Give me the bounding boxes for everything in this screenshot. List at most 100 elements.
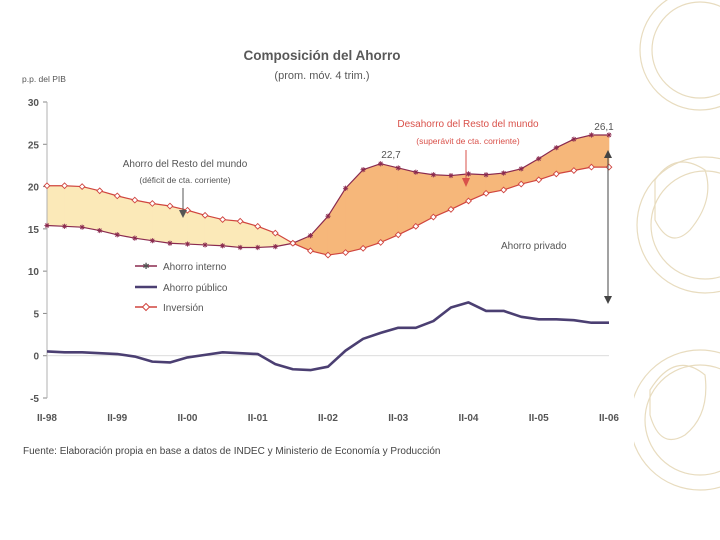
x-tick-label: II-02: [318, 413, 338, 424]
inversion-point: [166, 202, 174, 210]
ahorro-interno-point: [395, 165, 401, 171]
ahorro-interno-point: [501, 170, 507, 176]
ahorro-interno-point: [44, 222, 50, 229]
desahorro-fill: [380, 163, 399, 243]
x-tick-label: II-00: [177, 413, 197, 424]
ahorro-interno-point: [149, 238, 155, 244]
legend: ✱ Ahorro interno Ahorro público Inversió…: [135, 261, 228, 314]
resto-mundo-fill: [116, 195, 136, 239]
y-tick-label: 25: [28, 140, 40, 151]
legend-item-ahorro-publico: Ahorro público: [135, 283, 228, 294]
inversion-point: [377, 238, 385, 246]
ahorro-interno-point: [465, 171, 472, 177]
chart-title: Composición del Ahorro: [243, 48, 400, 63]
annotation-arrows: [179, 150, 612, 304]
ahorro-interno-point: [79, 224, 85, 230]
inversion-point: [605, 163, 613, 171]
x-tick-label: II-99: [107, 413, 127, 424]
y-tick-label: 20: [28, 183, 40, 194]
inversion-point: [43, 182, 51, 190]
ahorro-interno-point: [360, 167, 366, 173]
coin-watermark-icon: [629, 0, 720, 491]
ahorro-interno-point: [97, 227, 103, 234]
legend-marker-diamond: [141, 302, 151, 312]
ahorro-interno-point: [307, 233, 314, 239]
resto-mundo-fill: [64, 185, 83, 228]
y-axis-label: p.p. del PIB: [22, 74, 66, 84]
resto-mundo-arrowhead: [179, 210, 187, 218]
ahorro-interno-point: [61, 223, 68, 229]
y-tick-label: -5: [30, 394, 39, 405]
inversion-point: [254, 222, 262, 230]
ahorro-interno-point: [571, 136, 577, 142]
desahorro-sublabel: (superávit de cta. corriente): [416, 136, 520, 146]
resto-mundo-fill: [152, 203, 171, 244]
ahorro-interno-point: [606, 132, 612, 138]
ahorro-interno-point: [536, 156, 542, 162]
resto-mundo-fill: [81, 186, 100, 231]
resto-mundo-sublabel: (déficit de cta. corriente): [139, 175, 230, 185]
inversion-point: [429, 213, 437, 221]
desahorro-fill: [591, 134, 610, 168]
ahorro-interno-point: [413, 169, 419, 175]
legend-label-ahorro-interno: Ahorro interno: [163, 262, 227, 273]
inversion-point: [342, 249, 349, 256]
ahorro-interno-point: [483, 172, 489, 178]
inversion-point: [412, 222, 420, 230]
x-tick-label: II-98: [37, 413, 57, 424]
resto-mundo-fill: [222, 219, 241, 248]
axes: -5 0 5 10 15 20 25 30 II-98 II-99 II-00 II-01 II-02 I…: [28, 98, 620, 424]
ahorro-interno-point: [518, 166, 524, 172]
ahorro-interno-point: [378, 161, 384, 167]
desahorro-fill: [345, 168, 364, 253]
ahorro-privado-arrowhead-top: [604, 150, 612, 158]
ahorro-interno-point: [342, 185, 349, 191]
ahorro-interno-point: [588, 132, 595, 138]
chart-svg: -5 0 5 10 15 20 25 30 II-98 II-99 II-00 II-01 II-02 I…: [22, 48, 620, 457]
desahorro-fill: [573, 134, 592, 171]
inversion-point: [271, 229, 279, 237]
ahorro-interno-point: [220, 243, 226, 249]
peak-value-label: 22,7: [381, 150, 401, 161]
resto-mundo-fill: [134, 199, 153, 242]
inversion-point: [588, 163, 595, 171]
inversion-point: [219, 216, 227, 223]
x-tick-label: II-04: [458, 413, 478, 424]
ahorro-interno-point: [114, 232, 120, 238]
inversion-point: [113, 192, 121, 200]
ahorro-privado-arrowhead-bottom: [604, 296, 612, 304]
inversion-point: [289, 239, 297, 247]
ahorro-interno-point: [553, 145, 559, 151]
resto-mundo-fill: [99, 190, 118, 236]
inversion-point: [394, 231, 402, 239]
ahorro-interno-point: [202, 242, 208, 248]
legend-item-ahorro-interno: ✱ Ahorro interno: [135, 261, 227, 273]
y-tick-label: 30: [28, 98, 40, 109]
inversion-point: [500, 186, 508, 194]
inversion-point: [359, 244, 367, 252]
inversion-point: [96, 187, 104, 195]
inversion-point: [535, 176, 543, 184]
inversion-point: [447, 205, 455, 213]
desahorro-fill: [556, 138, 575, 175]
inversion-point: [552, 170, 560, 178]
y-tick-label: 5: [33, 309, 39, 320]
inversion-point: [517, 180, 525, 188]
ahorro-interno-point: [184, 241, 191, 247]
resto-mundo-label: Ahorro del Resto del mundo: [123, 159, 248, 170]
inversion-point: [482, 189, 490, 197]
end-value-label: 26,1: [594, 122, 614, 133]
ahorro-publico-line: [46, 301, 609, 372]
y-tick-label: 10: [28, 267, 40, 278]
inversion-point: [61, 182, 68, 190]
ahorro-interno-point: [430, 172, 436, 178]
desahorro-fill: [310, 215, 329, 256]
x-tick-label: II-03: [388, 413, 408, 424]
legend-label-ahorro-publico: Ahorro público: [163, 283, 228, 294]
y-tick-label: 0: [33, 352, 39, 363]
desahorro-arrowhead: [462, 178, 470, 187]
inversion-point: [236, 217, 244, 225]
desahorro-fill: [327, 187, 346, 256]
inversion-point: [465, 197, 472, 205]
